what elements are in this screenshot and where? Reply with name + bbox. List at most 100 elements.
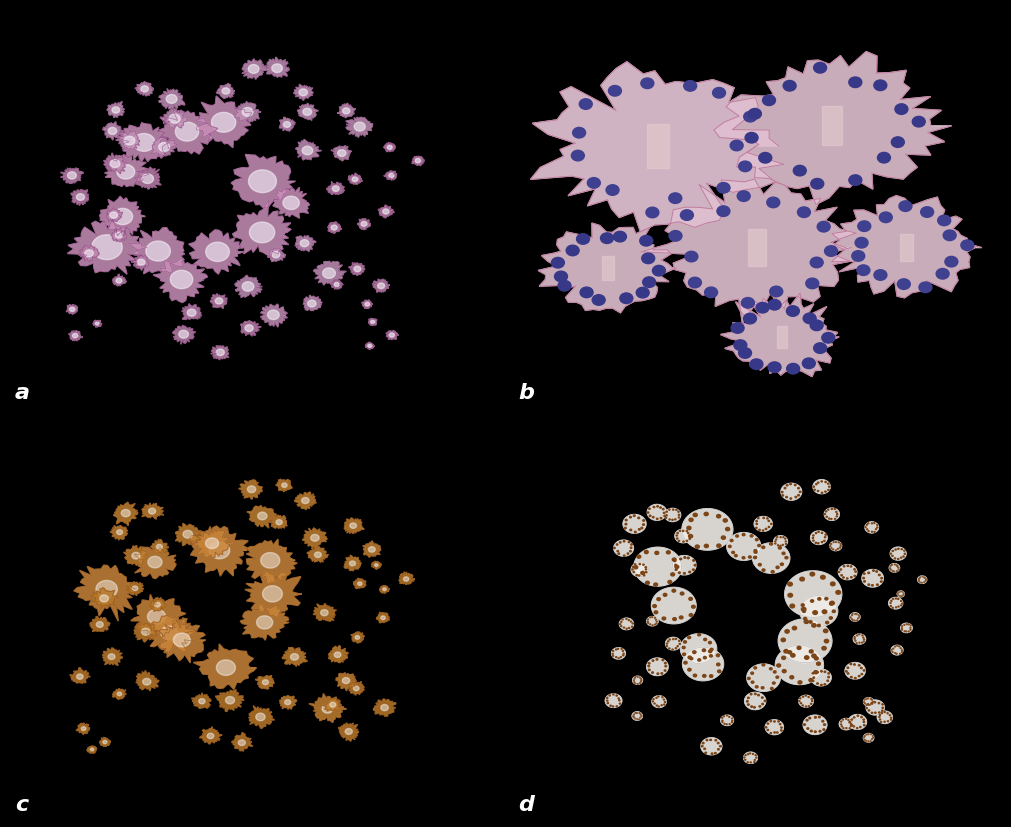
Polygon shape	[241, 321, 261, 337]
Polygon shape	[338, 104, 356, 118]
Circle shape	[816, 484, 817, 485]
Polygon shape	[93, 321, 102, 327]
Circle shape	[744, 112, 756, 122]
Circle shape	[741, 299, 754, 308]
Circle shape	[840, 724, 841, 725]
Circle shape	[684, 252, 698, 262]
Polygon shape	[383, 588, 386, 590]
Circle shape	[871, 523, 872, 524]
Circle shape	[857, 265, 869, 276]
Circle shape	[896, 599, 897, 600]
Polygon shape	[135, 671, 159, 691]
Circle shape	[784, 650, 789, 653]
Polygon shape	[133, 134, 155, 152]
Polygon shape	[248, 486, 256, 493]
Polygon shape	[245, 571, 301, 618]
Polygon shape	[115, 131, 140, 151]
Polygon shape	[149, 509, 156, 514]
Circle shape	[790, 676, 794, 679]
Circle shape	[759, 153, 771, 164]
Polygon shape	[652, 696, 666, 708]
Polygon shape	[338, 151, 346, 157]
Circle shape	[808, 696, 809, 698]
Circle shape	[891, 605, 892, 607]
Circle shape	[601, 234, 614, 244]
Polygon shape	[143, 679, 151, 686]
Polygon shape	[754, 517, 772, 532]
Polygon shape	[285, 700, 291, 705]
Circle shape	[811, 704, 812, 705]
Circle shape	[841, 575, 842, 576]
Polygon shape	[623, 515, 646, 533]
Polygon shape	[243, 108, 253, 117]
Text: b: b	[519, 382, 535, 403]
Circle shape	[706, 739, 708, 741]
Circle shape	[688, 571, 691, 573]
Circle shape	[831, 519, 832, 520]
Circle shape	[849, 78, 861, 88]
Polygon shape	[87, 746, 97, 753]
Circle shape	[891, 600, 892, 601]
Circle shape	[618, 698, 620, 699]
Circle shape	[631, 544, 632, 546]
Polygon shape	[307, 301, 316, 308]
Polygon shape	[183, 531, 192, 538]
Polygon shape	[149, 615, 197, 653]
Polygon shape	[117, 692, 121, 696]
Circle shape	[891, 719, 892, 720]
Circle shape	[807, 728, 809, 729]
Circle shape	[867, 584, 869, 586]
Polygon shape	[785, 571, 842, 618]
Circle shape	[621, 626, 622, 627]
Circle shape	[773, 721, 775, 722]
Circle shape	[633, 566, 634, 567]
Polygon shape	[100, 197, 146, 237]
Polygon shape	[159, 110, 217, 155]
Circle shape	[616, 706, 618, 707]
Polygon shape	[363, 541, 381, 557]
Circle shape	[898, 280, 910, 290]
Circle shape	[675, 569, 677, 571]
Polygon shape	[344, 556, 362, 571]
Polygon shape	[175, 123, 199, 142]
Circle shape	[821, 576, 825, 580]
Circle shape	[747, 704, 749, 705]
Polygon shape	[357, 219, 370, 231]
Polygon shape	[130, 595, 186, 638]
Circle shape	[863, 719, 864, 720]
Circle shape	[819, 716, 820, 718]
Circle shape	[666, 551, 670, 554]
Circle shape	[627, 553, 629, 555]
Circle shape	[613, 706, 614, 707]
Circle shape	[693, 560, 695, 562]
Circle shape	[704, 657, 707, 659]
Circle shape	[672, 558, 676, 562]
Circle shape	[748, 557, 751, 558]
Circle shape	[614, 547, 616, 549]
Circle shape	[880, 213, 893, 223]
Circle shape	[734, 555, 737, 557]
Polygon shape	[121, 510, 130, 517]
Polygon shape	[651, 588, 696, 624]
Polygon shape	[376, 612, 389, 623]
Circle shape	[850, 676, 852, 678]
Polygon shape	[353, 579, 366, 589]
Polygon shape	[189, 231, 244, 275]
Circle shape	[776, 537, 777, 538]
Circle shape	[825, 598, 828, 600]
Polygon shape	[85, 251, 93, 257]
Polygon shape	[124, 137, 134, 146]
Polygon shape	[175, 523, 202, 546]
Circle shape	[628, 620, 630, 621]
Circle shape	[798, 495, 800, 496]
Polygon shape	[249, 65, 259, 74]
Circle shape	[824, 639, 829, 643]
Circle shape	[814, 657, 818, 660]
Circle shape	[709, 642, 712, 644]
Polygon shape	[110, 526, 127, 540]
Circle shape	[843, 577, 844, 578]
Circle shape	[669, 232, 682, 241]
Polygon shape	[216, 350, 224, 356]
Circle shape	[666, 512, 667, 513]
Circle shape	[687, 668, 692, 672]
